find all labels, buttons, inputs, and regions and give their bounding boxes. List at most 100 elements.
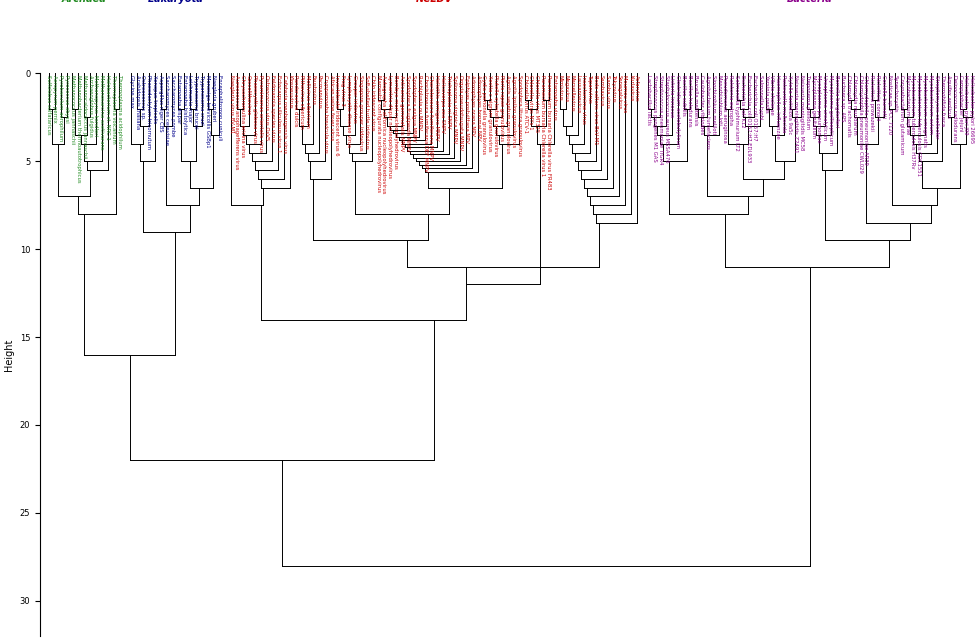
Text: Marseillevirus: Marseillevirus (569, 76, 574, 112)
Text: Kurlavirus: Kurlavirus (628, 76, 633, 102)
Text: Anticarsia gemmatalis MNPV: Anticarsia gemmatalis MNPV (399, 76, 404, 152)
Text: Mycobacterium tuberculosis H37Rv: Mycobacterium tuberculosis H37Rv (910, 76, 914, 169)
Text: Escherichia coli K12: Escherichia coli K12 (739, 76, 744, 128)
Text: Bacillus subtilis: Bacillus subtilis (681, 76, 686, 116)
Text: Yersinia pestis: Yersinia pestis (763, 76, 768, 113)
Text: Grouper iridovirus: Grouper iridovirus (352, 76, 357, 123)
Text: Salmonella typhi: Salmonella typhi (757, 76, 762, 120)
Text: Campylobacter jejuni: Campylobacter jejuni (956, 76, 961, 132)
Text: Epiphyas postvittana NPV: Epiphyas postvittana NPV (464, 76, 468, 143)
Text: Aureococcus anophagefferens virus: Aureococcus anophagefferens virus (235, 76, 240, 170)
Text: Rickettsia conorii: Rickettsia conorii (874, 76, 879, 120)
Text: Bacteria: Bacteria (786, 0, 832, 4)
Text: Saccharomyces pombe: Saccharomyces pombe (169, 76, 175, 137)
Text: Methanopyrus kandleri: Methanopyrus kandleri (93, 76, 99, 136)
Text: Tupanvirus: Tupanvirus (587, 76, 592, 104)
Text: Pandoravirus dulcis: Pandoravirus dulcis (293, 76, 298, 127)
Text: Tokyovirus: Tokyovirus (610, 76, 615, 103)
Text: Methanobacterium thermoautotrophicus: Methanobacterium thermoautotrophicus (75, 76, 81, 183)
Text: Pyramimonas orientalis virus: Pyramimonas orientalis virus (258, 76, 263, 152)
Text: Helicoverpa zea SNPV: Helicoverpa zea SNPV (440, 76, 445, 133)
Text: Mesorhizobium loti: Mesorhizobium loti (716, 76, 721, 125)
Text: Sinorhizobium meliloti: Sinorhizobium meliloti (710, 76, 715, 134)
Text: Moumou virus: Moumou virus (622, 76, 627, 113)
Text: Paramecium bursaria Chlorella virus FR483: Paramecium bursaria Chlorella virus FR48… (546, 76, 551, 189)
Text: Archaea: Archaea (62, 0, 107, 4)
Text: Chilo iridescent virus: Chilo iridescent virus (370, 76, 375, 131)
Text: Klosneuvirus: Klosneuvirus (288, 76, 292, 109)
Text: Entamoeba dispar: Entamoeba dispar (175, 76, 181, 124)
Text: Mollivirus sibericum: Mollivirus sibericum (305, 76, 310, 128)
Text: Synechocystis: Synechocystis (892, 76, 897, 113)
Text: Ralstonia eutropha: Ralstonia eutropha (728, 76, 733, 125)
Text: Monosiga brevicollis GSBp1: Monosiga brevicollis GSBp1 (205, 76, 210, 148)
Text: Mycoplasma gallisepticum: Mycoplasma gallisepticum (827, 76, 832, 145)
Text: Escherichia coli O157:H7 EDL933: Escherichia coli O157:H7 EDL933 (745, 76, 750, 163)
Text: Salmonella typhimurium LT2: Salmonella typhimurium LT2 (734, 76, 738, 151)
Text: Ostreococcus virus OsV5: Ostreococcus virus OsV5 (264, 76, 269, 140)
Y-axis label: Height: Height (4, 339, 14, 371)
Text: Nosticae sp. PCC 7120: Nosticae sp. PCC 7120 (886, 76, 891, 134)
Text: Eukaryota: Eukaryota (147, 0, 203, 4)
Text: Chlorella virus NYs-1: Chlorella virus NYs-1 (528, 76, 533, 130)
Text: Coxiella burnetii: Coxiella burnetii (880, 76, 885, 118)
Text: Lymphocystis disease virus: Lymphocystis disease virus (346, 76, 351, 147)
Text: Spodoptera exigua MNPV: Spodoptera exigua MNPV (411, 76, 416, 142)
Text: Archaeoglobus fulgidus: Archaeoglobus fulgidus (87, 76, 93, 137)
Text: Invertebrate iridescent virus 6: Invertebrate iridescent virus 6 (334, 76, 339, 156)
Text: Encephalitozoon cuniculi: Encephalitozoon cuniculi (217, 76, 222, 141)
Text: Entamoeba histolytica: Entamoeba histolytica (181, 76, 187, 134)
Text: Pacmanvirus: Pacmanvirus (317, 76, 322, 109)
Text: Clostridium acetobutylicum: Clostridium acetobutylicum (675, 76, 680, 148)
Text: Lymantria dispar nucleopolyhedrovirus: Lymantria dispar nucleopolyhedrovirus (387, 76, 392, 179)
Text: Cryppamoeba brevicula virus: Cryppamoeba brevicula virus (323, 76, 328, 153)
Text: Faustovirus: Faustovirus (311, 76, 316, 106)
Text: Pyrobaculum aerophilum: Pyrobaculum aerophilum (58, 76, 63, 141)
Text: Agrobacterium tumefaciens: Agrobacterium tumefaciens (704, 76, 709, 149)
Text: Listeria innocua: Listeria innocua (669, 76, 674, 117)
Text: Haemophilus influenzae: Haemophilus influenzae (775, 76, 779, 139)
Text: Agrotis segetum granulovirus: Agrotis segetum granulovirus (505, 76, 510, 154)
Text: Mycobacterium smegmatis: Mycobacterium smegmatis (921, 76, 926, 147)
Text: Treponema pallidum: Treponema pallidum (804, 76, 809, 129)
Text: Leishmania major: Leishmania major (187, 76, 193, 122)
Text: Mycobacterium leprae: Mycobacterium leprae (904, 76, 909, 134)
Text: Neisseria meningitidis Z2491: Neisseria meningitidis Z2491 (792, 76, 797, 153)
Text: Chlamydophila pneumoniae CWL029: Chlamydophila pneumoniae CWL029 (857, 76, 862, 173)
Text: Singapore grouper iridovirus: Singapore grouper iridovirus (358, 76, 363, 151)
Text: Spilosoma virginica MNPV: Spilosoma virginica MNPV (452, 76, 457, 143)
Text: Glycine max: Glycine max (128, 76, 134, 108)
Text: Helicobacter pylori J99: Helicobacter pylori J99 (962, 76, 967, 135)
Text: Megavirus: Megavirus (563, 76, 568, 102)
Text: Plutella xylostella granulovirus: Plutella xylostella granulovirus (493, 76, 498, 157)
Text: Xenopus tropicalis: Xenopus tropicalis (152, 76, 157, 124)
Text: Pyrococcus abyssi: Pyrococcus abyssi (64, 76, 69, 123)
Text: Senegalvirus: Senegalvirus (616, 76, 621, 109)
Text: Methanosarcina acetivorans: Methanosarcina acetivorans (99, 76, 105, 150)
Text: Bodo saltans virus BsV-M1: Bodo saltans virus BsV-M1 (593, 76, 598, 145)
Text: Xestia c-nigrum granulovirus: Xestia c-nigrum granulovirus (487, 76, 492, 152)
Text: Thermobifida fusca: Thermobifida fusca (939, 76, 944, 126)
Text: Spodoptera frugiperda MNPV: Spodoptera frugiperda MNPV (405, 76, 410, 152)
Text: Adoxophyes honmai NPV: Adoxophyes honmai NPV (475, 76, 480, 141)
Text: Caulobacter vibrioides: Caulobacter vibrioides (698, 76, 703, 134)
Text: Streptomyces coelicolor: Streptomyces coelicolor (933, 76, 938, 139)
Text: Phaeocystis globosa virus: Phaeocystis globosa virus (252, 76, 257, 143)
Text: Mycoplasma pneumoniae: Mycoplasma pneumoniae (816, 76, 821, 143)
Text: Streptococcus pneumoniae TIGR4: Streptococcus pneumoniae TIGR4 (657, 76, 662, 164)
Text: Pseudomonas aeruginosa: Pseudomonas aeruginosa (722, 76, 727, 143)
Text: Naegleria gruberi: Naegleria gruberi (211, 76, 216, 122)
Text: Chlamydia muridarum: Chlamydia muridarum (851, 76, 856, 135)
Text: Helicobacter pylori 26695: Helicobacter pylori 26695 (968, 76, 973, 143)
Text: Bacillus halodurans: Bacillus halodurans (687, 76, 691, 127)
Text: Thermoplasma volcanium: Thermoplasma volcanium (111, 76, 116, 144)
Text: Methanocaldococcus jannaschii: Methanocaldococcus jannaschii (81, 76, 87, 159)
Text: African swine fever virus: African swine fever virus (329, 76, 333, 141)
Text: Asfarvirus: Asfarvirus (634, 76, 639, 102)
Text: Aeropyrum pernix: Aeropyrum pernix (52, 76, 57, 123)
Text: Trypanosoma cruzi: Trypanosoma cruzi (199, 76, 204, 125)
Text: Ureaplasma urealyticum: Ureaplasma urealyticum (822, 76, 826, 140)
Text: Mycobacterium tuberculosis CDC1551: Mycobacterium tuberculosis CDC1551 (915, 76, 920, 176)
Text: Deinococcus radiodurans: Deinococcus radiodurans (951, 76, 956, 142)
Text: Paramecium bursaria Chlorella virus 1: Paramecium bursaria Chlorella virus 1 (540, 76, 545, 177)
